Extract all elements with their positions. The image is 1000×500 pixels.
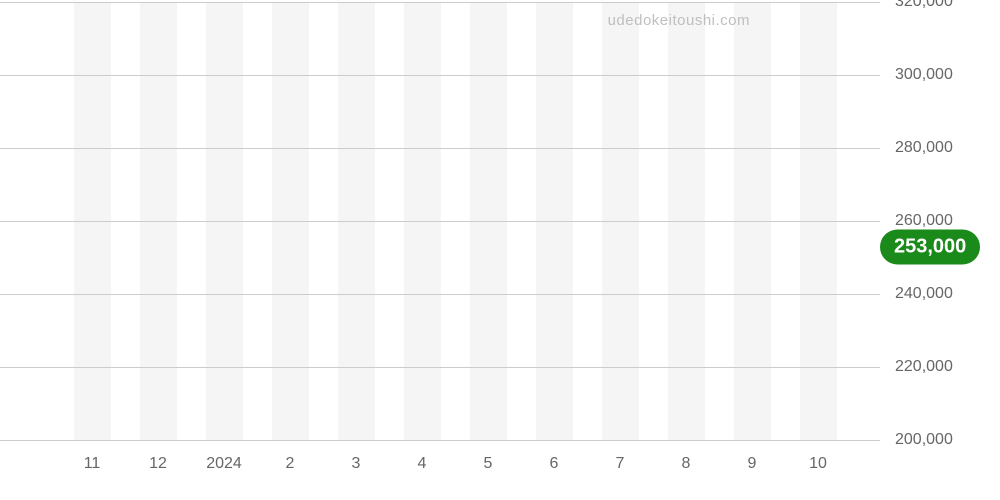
x-axis-label: 10 (809, 455, 827, 473)
y-axis-label: 220,000 (895, 358, 953, 376)
gridline (0, 294, 880, 295)
price-chart: udedokeitoushi.com (0, 0, 880, 440)
y-axis-label: 260,000 (895, 212, 953, 230)
x-axis-label: 2024 (206, 455, 242, 473)
x-axis-label: 7 (616, 455, 625, 473)
x-axis-label: 9 (748, 455, 757, 473)
y-axis-label: 300,000 (895, 66, 953, 84)
x-axis-label: 2 (286, 455, 295, 473)
gridline (0, 148, 880, 149)
gridline (0, 221, 880, 222)
gridline (0, 75, 880, 76)
x-axis-label: 11 (84, 455, 101, 473)
gridline (0, 2, 880, 3)
x-axis-label: 5 (484, 455, 493, 473)
watermark: udedokeitoushi.com (608, 12, 750, 29)
y-axis-label: 200,000 (895, 431, 953, 449)
y-axis-label: 320,000 (895, 0, 953, 11)
x-axis-label: 3 (352, 455, 361, 473)
current-price-badge: 253,000 (880, 230, 980, 265)
gridline (0, 367, 880, 368)
y-axis-label: 280,000 (895, 139, 953, 157)
x-axis-label: 12 (149, 455, 167, 473)
x-axis-label: 6 (550, 455, 559, 473)
x-axis-label: 4 (418, 455, 427, 473)
y-axis-label: 240,000 (895, 285, 953, 303)
x-axis-label: 8 (682, 455, 691, 473)
current-price-value: 253,000 (894, 236, 966, 258)
gridline (0, 440, 880, 441)
